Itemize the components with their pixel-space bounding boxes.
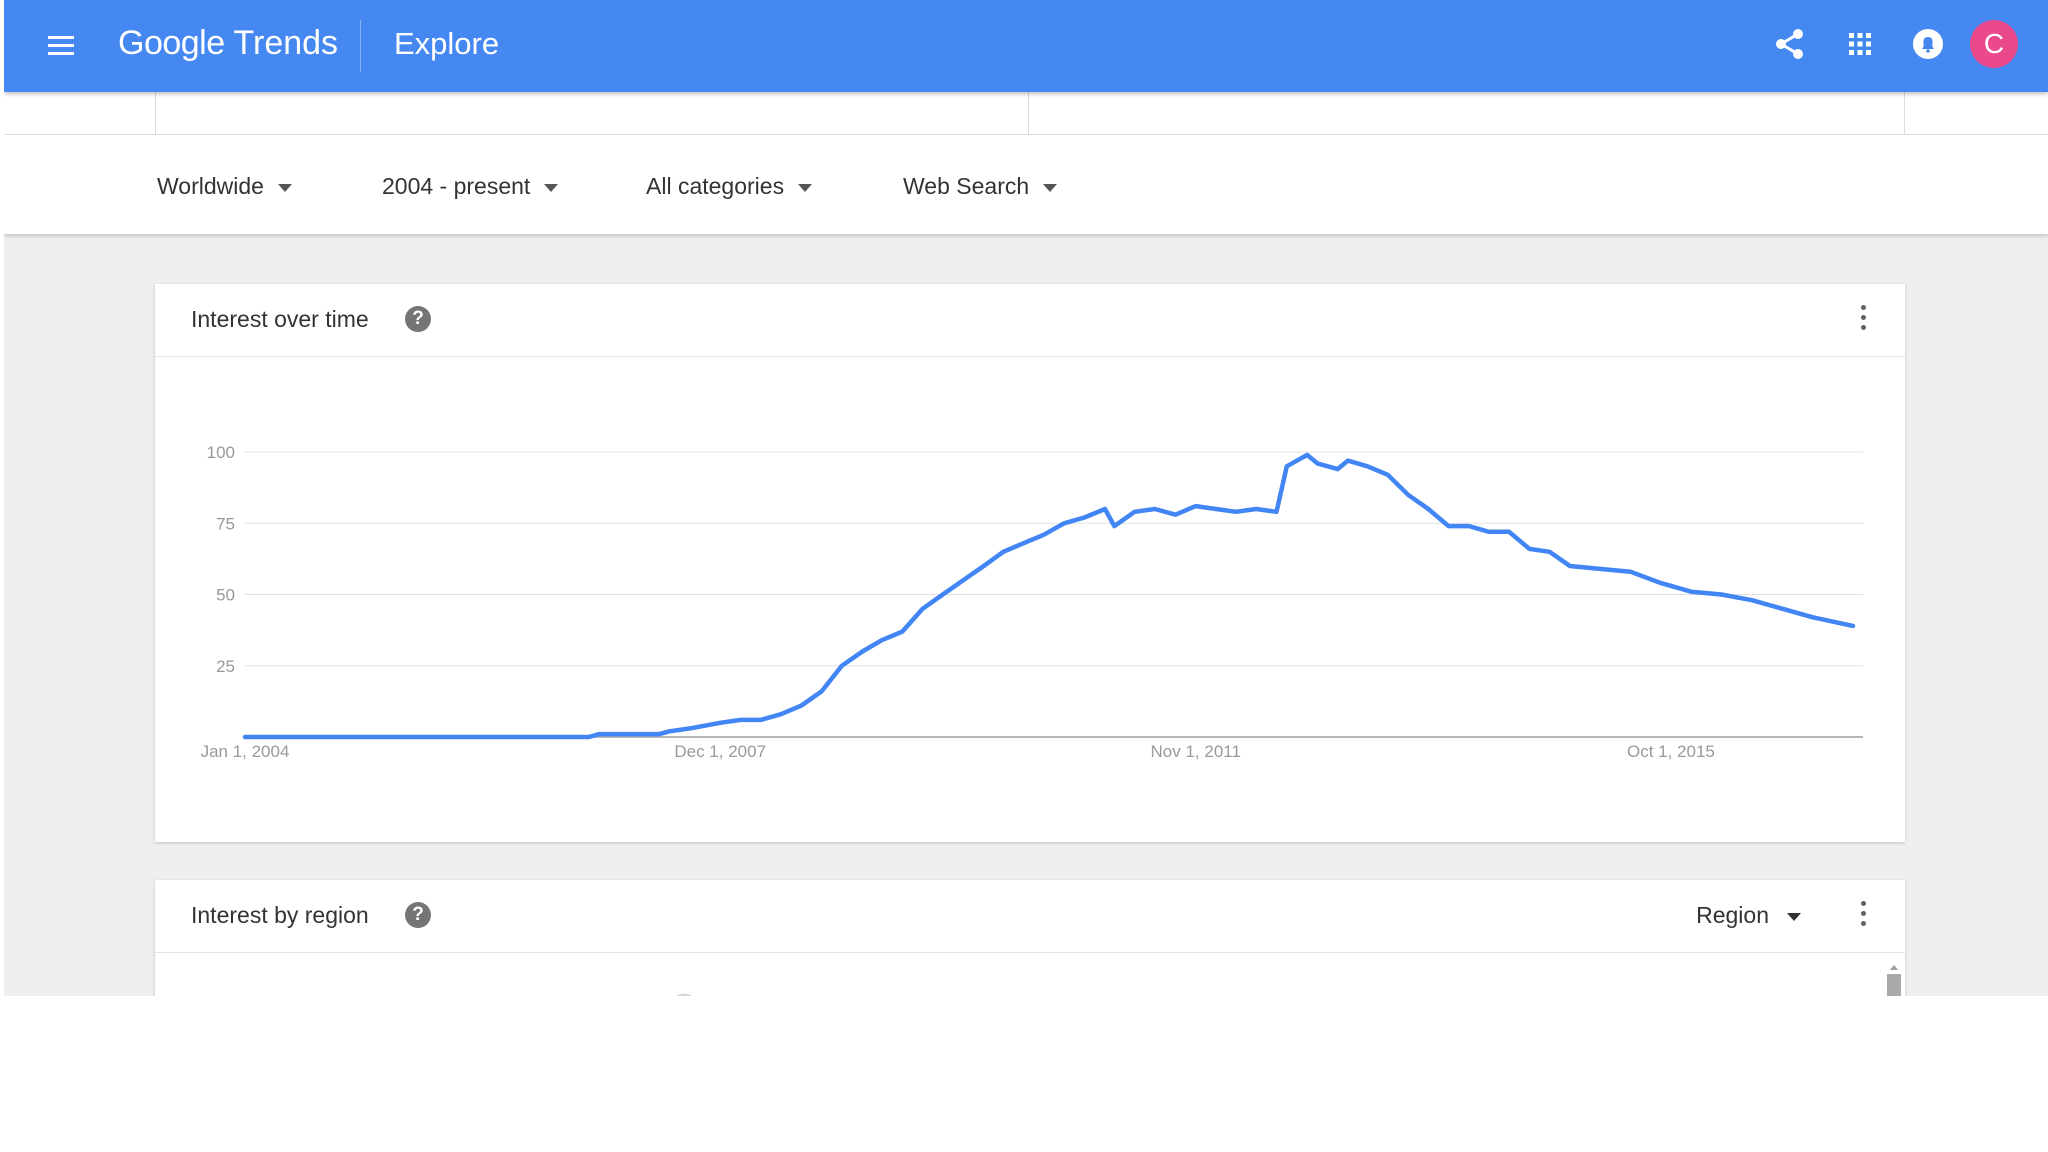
- category-filter[interactable]: All categories: [646, 164, 813, 208]
- avatar[interactable]: C: [1970, 20, 2018, 68]
- series-line: [242, 452, 1856, 740]
- dropdown-arrow-icon: [544, 183, 559, 192]
- filters-panel: [4, 92, 2048, 235]
- more-options-icon[interactable]: [1855, 305, 1871, 335]
- share-icon[interactable]: [1770, 24, 1810, 64]
- time-range-filter-label: 2004 - present: [382, 173, 531, 199]
- x-tick-label: Oct 1, 2015: [1627, 742, 1715, 761]
- search-terms-row: [4, 92, 2048, 135]
- header-divider: [360, 20, 361, 72]
- term-separator: [1028, 92, 1029, 134]
- category-filter-label: All categories: [646, 173, 785, 199]
- world-map-fragment: [676, 993, 693, 996]
- y-tick-label: 25: [216, 657, 235, 676]
- time-range-filter[interactable]: 2004 - present: [382, 164, 559, 208]
- x-tick-label: Nov 1, 2011: [1151, 742, 1241, 761]
- card-title: Interest by region: [191, 902, 369, 928]
- card-header: Interest by region ? Region: [155, 880, 1905, 953]
- term-separator: [1904, 92, 1905, 134]
- term-separator: [155, 92, 156, 134]
- page-title: Explore: [394, 26, 500, 61]
- y-tick-label: 75: [216, 514, 235, 533]
- interest-by-region-card: Interest by region ? Region: [155, 880, 1905, 996]
- interest-over-time-chart: 25 50 75 100 Jan 1, 2004 Dec 1, 2007 Nov 1, 20…: [201, 443, 1863, 761]
- region-resolution-label: Region: [1696, 902, 1769, 928]
- card-header: Interest over time ?: [155, 284, 1905, 357]
- dropdown-arrow-icon: [1043, 183, 1058, 192]
- y-tick-label: 50: [216, 586, 235, 605]
- dropdown-arrow-icon: [798, 183, 813, 192]
- location-filter-label: Worldwide: [157, 173, 264, 199]
- more-options-icon[interactable]: [1855, 901, 1871, 931]
- menu-icon[interactable]: [40, 26, 80, 66]
- region-list-scrollbar[interactable]: [1884, 960, 1904, 996]
- y-tick-label: 100: [207, 443, 235, 462]
- dropdown-arrow-icon: [277, 183, 292, 192]
- dropdown-arrow-icon: [1787, 912, 1801, 921]
- x-tick-label: Dec 1, 2007: [674, 742, 766, 761]
- trends-app: Google Trends Explore: [4, 0, 2048, 996]
- card-title: Interest over time: [191, 306, 369, 332]
- region-resolution-select[interactable]: Region: [1696, 902, 1801, 929]
- notifications-icon[interactable]: [1908, 24, 1948, 64]
- help-icon[interactable]: ?: [405, 306, 431, 332]
- search-type-filter[interactable]: Web Search: [903, 164, 1058, 208]
- search-type-filter-label: Web Search: [903, 173, 1030, 199]
- top-app-bar: Google Trends Explore: [4, 0, 2048, 92]
- x-tick-label: Jan 1, 2004: [201, 742, 290, 761]
- brand-google: Google: [118, 24, 225, 62]
- google-trends-logo[interactable]: Google Trends: [118, 18, 338, 68]
- interest-over-time-card: Interest over time ? 25 50 75 100 Jan 1, 200…: [155, 284, 1905, 842]
- help-icon[interactable]: ?: [405, 902, 431, 928]
- location-filter[interactable]: Worldwide: [157, 164, 292, 208]
- apps-icon[interactable]: [1840, 24, 1880, 64]
- brand-trends: Trends: [233, 24, 339, 62]
